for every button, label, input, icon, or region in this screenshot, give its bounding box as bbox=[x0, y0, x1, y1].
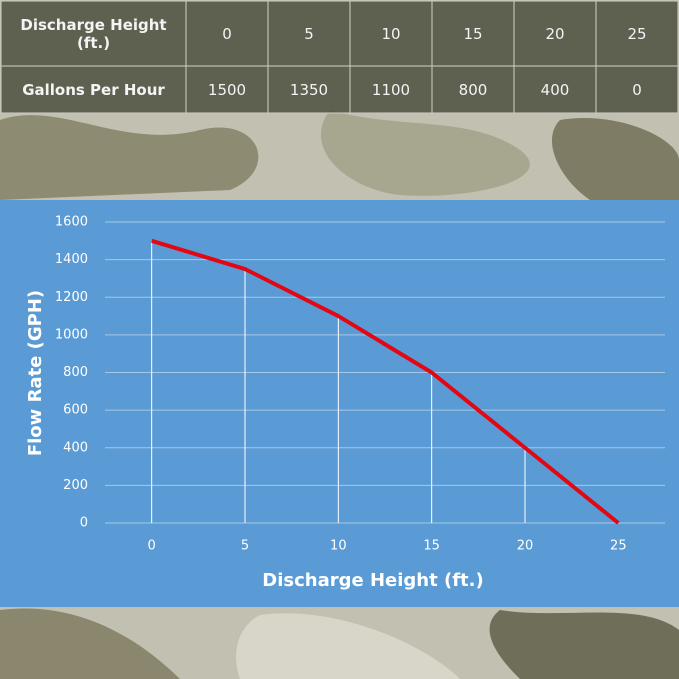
table-cell: 20 bbox=[513, 0, 597, 67]
chart: Discharge Height (ft.) Flow Rate (GPH) 0… bbox=[0, 200, 679, 607]
x-tick-label: 0 bbox=[148, 539, 156, 554]
table-cell: 800 bbox=[431, 65, 515, 114]
table-cell: 5 bbox=[267, 0, 351, 67]
x-tick-label: 20 bbox=[517, 539, 534, 554]
table-row: Gallons Per Hour 1500 1350 1100 800 400 0 bbox=[0, 65, 679, 114]
x-tick-label: 10 bbox=[330, 539, 347, 554]
x-axis-label: Discharge Height (ft.) bbox=[262, 570, 483, 591]
y-tick-label: 600 bbox=[63, 403, 88, 418]
y-tick-label: 1000 bbox=[55, 327, 88, 342]
y-tick-label: 1600 bbox=[55, 215, 88, 230]
table-cell: 10 bbox=[349, 0, 433, 67]
row-header: Discharge Height (ft.) bbox=[0, 0, 187, 67]
y-tick-label: 200 bbox=[63, 478, 88, 493]
y-tick-label: 400 bbox=[63, 440, 88, 455]
table-cell: 0 bbox=[185, 0, 269, 67]
data-table: Discharge Height (ft.) 0 5 10 15 20 25 Gallons … bbox=[0, 0, 679, 114]
table-row: Discharge Height (ft.) 0 5 10 15 20 25 bbox=[0, 0, 679, 67]
x-tick-label: 15 bbox=[423, 539, 440, 554]
table-cell: 25 bbox=[595, 0, 679, 67]
table-cell: 1100 bbox=[349, 65, 433, 114]
table-cell: 0 bbox=[595, 65, 679, 114]
table-cell: 400 bbox=[513, 65, 597, 114]
x-tick-label: 25 bbox=[610, 539, 627, 554]
chart-background bbox=[0, 200, 679, 607]
y-tick-label: 1400 bbox=[55, 252, 88, 267]
table-cell: 1350 bbox=[267, 65, 351, 114]
row-header: Gallons Per Hour bbox=[0, 65, 187, 114]
y-axis-label: Flow Rate (GPH) bbox=[25, 290, 46, 456]
data-line bbox=[151, 238, 620, 525]
y-tick-label: 800 bbox=[63, 365, 88, 380]
y-tick-label: 0 bbox=[80, 516, 88, 531]
x-tick-label: 5 bbox=[241, 539, 249, 554]
table-cell: 1500 bbox=[185, 65, 269, 114]
y-tick-label: 1200 bbox=[55, 290, 88, 305]
table-cell: 15 bbox=[431, 0, 515, 67]
